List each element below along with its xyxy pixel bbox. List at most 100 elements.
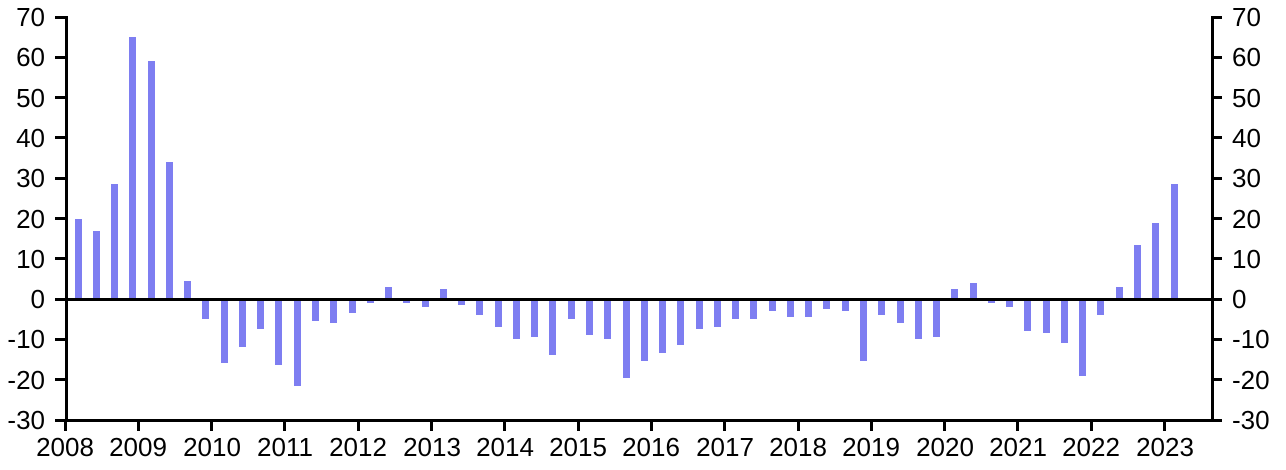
- x-tick: [430, 422, 433, 431]
- y-tick-left: [55, 136, 65, 139]
- bar-2016-q4: [714, 299, 721, 327]
- y-axis-label-left: 40: [16, 123, 45, 153]
- x-axis-label: 2012: [329, 432, 387, 462]
- y-tick-left: [55, 378, 65, 381]
- zero-line: [65, 298, 1214, 301]
- x-axis-label: 2023: [1136, 432, 1194, 462]
- y-tick-right: [1214, 136, 1222, 139]
- x-axis-label: 2013: [403, 432, 461, 462]
- y-axis-label-left: -10: [7, 324, 45, 354]
- bar-2019-q3: [915, 299, 922, 339]
- bar-2011-q4: [349, 299, 356, 313]
- y-tick-left: [55, 338, 65, 341]
- bar-2020-q3: [988, 299, 995, 303]
- y-axis-label-right: 50: [1232, 83, 1261, 113]
- bar-2008-q2: [93, 231, 100, 300]
- y-axis-label-right: 60: [1232, 42, 1261, 72]
- bar-2016-q3: [696, 299, 703, 329]
- bar-2014-q2: [531, 299, 538, 337]
- y-axis-label-left: 60: [16, 42, 45, 72]
- bar-2023-q1: [1171, 184, 1178, 299]
- bar-2010-q1: [221, 299, 228, 363]
- bar-2015-q4: [641, 299, 648, 361]
- x-tick: [1016, 422, 1019, 431]
- x-tick: [943, 422, 946, 431]
- x-axis-label: 2017: [696, 432, 754, 462]
- x-tick: [357, 422, 360, 431]
- bar-2021-q3: [1061, 299, 1068, 343]
- x-tick: [650, 422, 653, 431]
- y-axis-label-right: 30: [1232, 163, 1261, 193]
- y-tick-left: [55, 16, 65, 19]
- y-axis-label-right: 20: [1232, 204, 1261, 234]
- y-tick-right: [1214, 378, 1222, 381]
- bar-2022-q4: [1152, 223, 1159, 300]
- y-tick-right: [1214, 257, 1222, 260]
- x-axis-label: 2019: [842, 432, 900, 462]
- bar-2018-q1: [805, 299, 812, 317]
- x-tick: [503, 422, 506, 431]
- x-axis-label: 2011: [257, 432, 313, 462]
- y-tick-left: [55, 298, 65, 301]
- x-axis-label: 2014: [476, 432, 534, 462]
- y-tick-left: [55, 419, 65, 422]
- bar-2009-q4: [202, 299, 209, 319]
- x-tick: [723, 422, 726, 431]
- x-axis-label: 2009: [109, 432, 167, 462]
- x-tick: [870, 422, 873, 431]
- bar-2009-q2: [166, 162, 173, 299]
- bar-2008-q3: [111, 184, 118, 299]
- y-tick-right: [1214, 217, 1222, 220]
- bar-2011-q3: [330, 299, 337, 323]
- bar-2013-q2: [458, 299, 465, 305]
- y-axis-label-left: 70: [16, 2, 45, 32]
- y-axis-left: [65, 16, 68, 422]
- bar-2015-q2: [604, 299, 611, 339]
- y-tick-left: [55, 96, 65, 99]
- y-axis-label-left: 30: [16, 163, 45, 193]
- y-tick-left: [55, 56, 65, 59]
- y-axis-label-right: -10: [1232, 324, 1270, 354]
- bar-2015-q3: [623, 299, 630, 378]
- x-axis-label: 2022: [1062, 432, 1120, 462]
- x-tick: [1163, 422, 1166, 431]
- bar-2011-q2: [312, 299, 319, 321]
- bar-2014-q4: [568, 299, 575, 319]
- x-tick: [1090, 422, 1093, 431]
- bar-2010-q3: [257, 299, 264, 329]
- bar-2018-q2: [823, 299, 830, 309]
- y-axis-right: [1211, 16, 1214, 422]
- bar-2019-q2: [897, 299, 904, 323]
- bar-2022-q3: [1134, 245, 1141, 299]
- y-axis-label-left: 50: [16, 83, 45, 113]
- y-tick-right: [1214, 338, 1222, 341]
- bar-2021-q2: [1043, 299, 1050, 333]
- bar-2008-q4: [129, 37, 136, 299]
- bar-2018-q4: [860, 299, 867, 361]
- bar-2020-q2: [970, 283, 977, 299]
- x-axis: [57, 419, 1214, 422]
- y-tick-right: [1214, 298, 1222, 301]
- y-axis-label-right: 10: [1232, 244, 1261, 274]
- bar-2013-q1: [440, 289, 447, 299]
- x-axis-label: 2015: [549, 432, 607, 462]
- x-axis-label: 2021: [989, 432, 1047, 462]
- y-axis-label-left: 0: [30, 284, 45, 314]
- bar-2010-q2: [239, 299, 246, 347]
- y-tick-left: [55, 177, 65, 180]
- y-axis-label-right: -20: [1232, 365, 1270, 395]
- y-axis-label-right: 40: [1232, 123, 1261, 153]
- bar-2015-q1: [586, 299, 593, 335]
- bar-2019-q4: [933, 299, 940, 337]
- x-tick: [283, 422, 286, 431]
- x-tick: [137, 422, 140, 431]
- bar-2013-q3: [476, 299, 483, 315]
- bar-2017-q2: [750, 299, 757, 319]
- bar-2014-q1: [513, 299, 520, 339]
- bar-2022-q2: [1116, 287, 1123, 299]
- x-axis-label: 2016: [622, 432, 680, 462]
- bar-2009-q1: [148, 61, 155, 299]
- y-tick-right: [1214, 96, 1222, 99]
- y-axis-label-right: 0: [1232, 284, 1247, 314]
- bar-2022-q1: [1097, 299, 1104, 315]
